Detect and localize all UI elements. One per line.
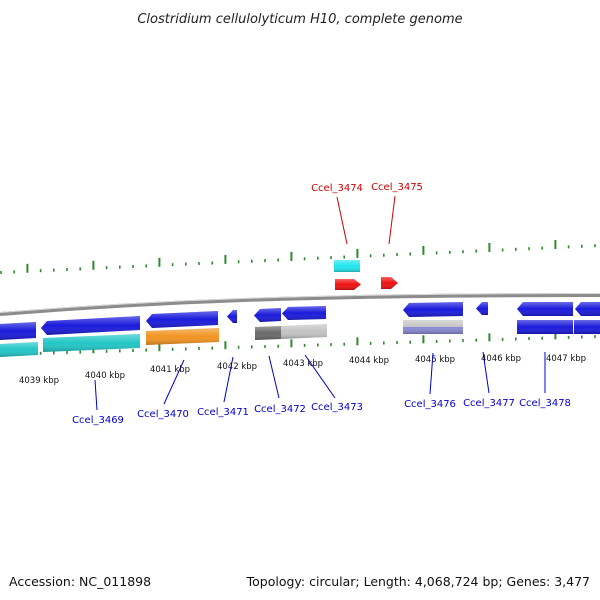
gene-ccel-3469-arrow-shade <box>41 316 140 335</box>
leader-ccel-3477 <box>482 351 490 394</box>
genome-summary-text: Topology: circular; Length: 4,068,724 bp… <box>246 574 590 589</box>
gene-label-ccel-3475[interactable]: Ccel_3475 <box>371 182 423 193</box>
gene-ccel-3478-arrow-shade <box>517 302 573 316</box>
gene-ccel-3474[interactable] <box>334 260 361 290</box>
gene-labels-bottom: Ccel_3469 Ccel_3470 Ccel_3471 Ccel_3472 … <box>72 398 571 426</box>
kbp-label: 4044 kbp <box>349 356 389 366</box>
gene-label-ccel-3470[interactable]: Ccel_3470 <box>137 409 189 420</box>
gene-ccel-3474-arrow-shade <box>335 279 361 290</box>
accession-text: Accession: NC_011898 <box>9 574 151 589</box>
gene-ccel-3475[interactable] <box>381 277 398 289</box>
gene-label-ccel-3469[interactable]: Ccel_3469 <box>72 415 124 426</box>
gene-ccel-3470-orange-shade <box>146 328 219 345</box>
kbp-label: 4040 kbp <box>85 371 125 381</box>
gene-label-ccel-3476[interactable]: Ccel_3476 <box>404 399 456 410</box>
kbp-scale: 4039 kbp 4040 kbp 4041 kbp 4042 kbp 4043… <box>19 354 586 386</box>
gene-ccel-3472-gray-shade <box>255 326 281 340</box>
kbp-label: 4043 kbp <box>283 359 323 369</box>
leader-ccel-3475 <box>388 195 396 245</box>
gene-labels-top: Ccel_3474 Ccel_3475 <box>311 182 423 194</box>
gene-ccel-3476-lavender-shade <box>403 320 463 334</box>
gene-ccel-3470-arrow-shade <box>146 311 218 328</box>
genome-backbone <box>0 293 600 316</box>
gene-ccel-3472[interactable] <box>254 308 281 340</box>
label-leader-lines-top <box>336 195 396 245</box>
gene-ccel-3473[interactable] <box>281 306 327 339</box>
kbp-label: 4045 kbp <box>415 355 455 365</box>
gene-label-ccel-3478[interactable]: Ccel_3478 <box>519 398 571 409</box>
gene-block-1-shade <box>0 322 36 340</box>
gene-ccel-3474-shade <box>334 260 360 272</box>
gene-label-ccel-3472[interactable]: Ccel_3472 <box>254 404 306 415</box>
gene-ccel-3476-arrow-shade <box>403 302 463 317</box>
gene-ccel-3471[interactable] <box>227 310 237 323</box>
gene-ccel-3477-arrow-shade <box>476 302 488 315</box>
leader-ccel-3472 <box>268 355 280 399</box>
gene-ccel-3470[interactable] <box>146 311 219 345</box>
gene-ccel-3473-arrow-shade <box>282 306 326 320</box>
gene-ccel-3472-arrow-shade <box>254 308 281 322</box>
kbp-label: 4046 kbp <box>481 354 521 364</box>
kbp-label: 4041 kbp <box>150 365 190 375</box>
gene-ccel-3473-gray-shade <box>281 324 327 339</box>
gene-ccel-3469[interactable] <box>0 316 140 357</box>
gene-label-ccel-3474[interactable]: Ccel_3474 <box>311 183 363 194</box>
gene-block-right-shade <box>575 302 600 316</box>
gene-ccel-3478-lower-shade <box>517 320 600 334</box>
gene-ccel-3475-arrow-shade <box>381 277 398 289</box>
kbp-label: 4047 kbp <box>546 354 586 364</box>
kbp-label: 4039 kbp <box>19 376 59 386</box>
upper-tick-row <box>0 240 596 274</box>
leader-ccel-3476 <box>429 352 434 395</box>
leader-ccel-3471 <box>223 356 234 403</box>
gene-label-ccel-3477[interactable]: Ccel_3477 <box>463 398 515 409</box>
gene-ccel-3469-teal-shade <box>0 342 38 357</box>
gene-ccel-3469-teal-2-shade <box>43 334 140 352</box>
kbp-label: 4042 kbp <box>217 362 257 372</box>
gene-label-ccel-3471[interactable]: Ccel_3471 <box>197 407 249 418</box>
gene-ccel-3471-arrow-shade <box>227 310 237 323</box>
leader-ccel-3469 <box>94 379 98 411</box>
gene-ccel-3476[interactable] <box>403 302 463 334</box>
gene-label-ccel-3473[interactable]: Ccel_3473 <box>311 402 363 413</box>
genome-backbone-highlight <box>0 293 600 313</box>
gene-ccel-3478[interactable] <box>517 302 600 334</box>
label-leader-lines <box>94 351 546 411</box>
gene-ccel-3477[interactable] <box>476 302 488 315</box>
leader-ccel-3474 <box>336 196 348 245</box>
leader-ccel-3473 <box>304 354 336 399</box>
map-title: Clostridium cellulolyticum H10, complete… <box>137 12 462 27</box>
leader-ccel-3470 <box>163 359 185 405</box>
